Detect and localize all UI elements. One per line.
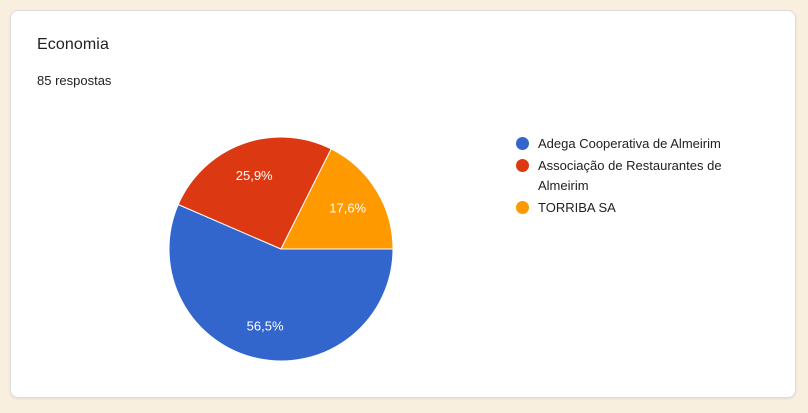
question-title: Economia bbox=[37, 36, 109, 53]
legend-label: TORRIBA SA bbox=[538, 200, 616, 215]
legend-item: Associação de Restaurantes de Almeirim bbox=[516, 156, 778, 196]
pie-slice-1 bbox=[168, 204, 394, 362]
pie-slice-3 bbox=[280, 148, 394, 250]
legend-color-dot-icon bbox=[516, 159, 529, 172]
pie-chart: 56,5% 25,9% 17,6% bbox=[168, 136, 394, 362]
chart-legend: Adega Cooperativa de Almeirim Associação … bbox=[516, 134, 778, 220]
legend-color-dot-icon bbox=[516, 201, 529, 214]
response-count: 85 respostas bbox=[37, 73, 112, 88]
pie-slice-percent-label: 56,5% bbox=[247, 318, 284, 333]
legend-color-dot-icon bbox=[516, 137, 529, 150]
pie-slice-2 bbox=[177, 136, 332, 250]
pie-slice-percent-label: 25,9% bbox=[236, 168, 273, 183]
question-summary-card: Economia 85 respostas 56,5% 25,9% 17,6% Ad… bbox=[10, 10, 796, 398]
legend-item: Adega Cooperativa de Almeirim bbox=[516, 134, 778, 154]
legend-label: Adega Cooperativa de Almeirim bbox=[538, 136, 721, 151]
legend-label: Associação de Restaurantes de Almeirim bbox=[538, 158, 722, 193]
pie-slice-percent-label: 17,6% bbox=[329, 200, 366, 215]
legend-item: TORRIBA SA bbox=[516, 198, 778, 218]
